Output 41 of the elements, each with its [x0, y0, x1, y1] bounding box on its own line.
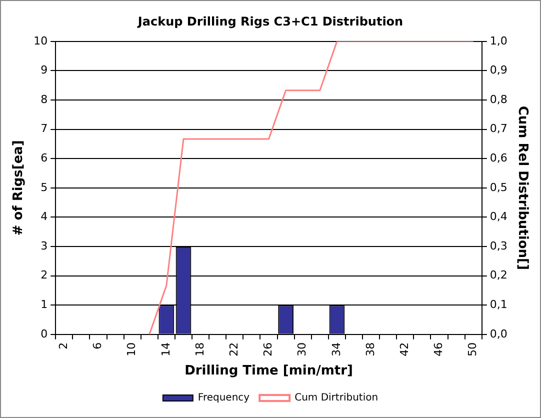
x-tick-label: 30 [296, 342, 309, 356]
y-tick-label: 4 [40, 210, 48, 224]
y-axis-title: # of Rigs[ea] [11, 140, 26, 236]
x-tick-label: 10 [125, 342, 138, 356]
x-axis-title: Drilling Time [min/mtr] [184, 364, 353, 379]
x-tick-label: 22 [228, 342, 241, 356]
x-tick-label: 46 [432, 342, 446, 356]
y2-tick-label: 0,8 [490, 92, 508, 106]
y2-tick-label: 0,2 [490, 268, 508, 282]
x-tick-label: 50 [466, 342, 480, 356]
y-tick-label: 9 [40, 64, 48, 77]
y-tick-label: 3 [40, 239, 48, 252]
x-tick-label: 14 [159, 342, 172, 356]
y-tick-label: 2 [40, 268, 48, 282]
y-tick-label: 1 [40, 298, 48, 311]
x-tick-label: 6 [91, 342, 104, 350]
chart-title: Jackup Drilling Rigs C3+C1 Distribution [136, 14, 404, 28]
y-tick-label: 10 [34, 34, 48, 48]
y2-tick-label: 0,0 [490, 327, 508, 340]
x-tick-label: 38 [364, 342, 377, 356]
y-tick-label: 7 [40, 122, 48, 136]
legend-label: Frequency [198, 392, 250, 404]
y2-axis-title: Cum Rel Distribution[] [514, 106, 530, 270]
y2-tick-label: 0,1 [490, 298, 508, 311]
y2-tick-label: 0,6 [490, 151, 508, 164]
y-tick-label: 8 [40, 92, 48, 106]
legend-label: Cum Dirtribution [294, 392, 378, 404]
y-tick-label: 0 [40, 327, 48, 340]
x-tick-label: 34 [330, 342, 343, 356]
y2-tick-label: 1,0 [490, 34, 508, 48]
y-tick-label: 5 [40, 180, 48, 194]
y-tick-label: 6 [40, 151, 48, 164]
y2-tick-label: 0,4 [490, 210, 508, 224]
y2-tick-label: 0,7 [490, 122, 508, 136]
y2-tick-label: 0,3 [490, 239, 508, 252]
x-tick-label: 26 [262, 342, 275, 356]
y2-tick-label: 0,9 [490, 64, 508, 77]
y2-tick-label: 0,5 [490, 180, 508, 194]
x-tick-label: 18 [193, 342, 206, 356]
x-tick-label: 42 [398, 342, 412, 356]
x-tick-label: 2 [56, 342, 70, 350]
